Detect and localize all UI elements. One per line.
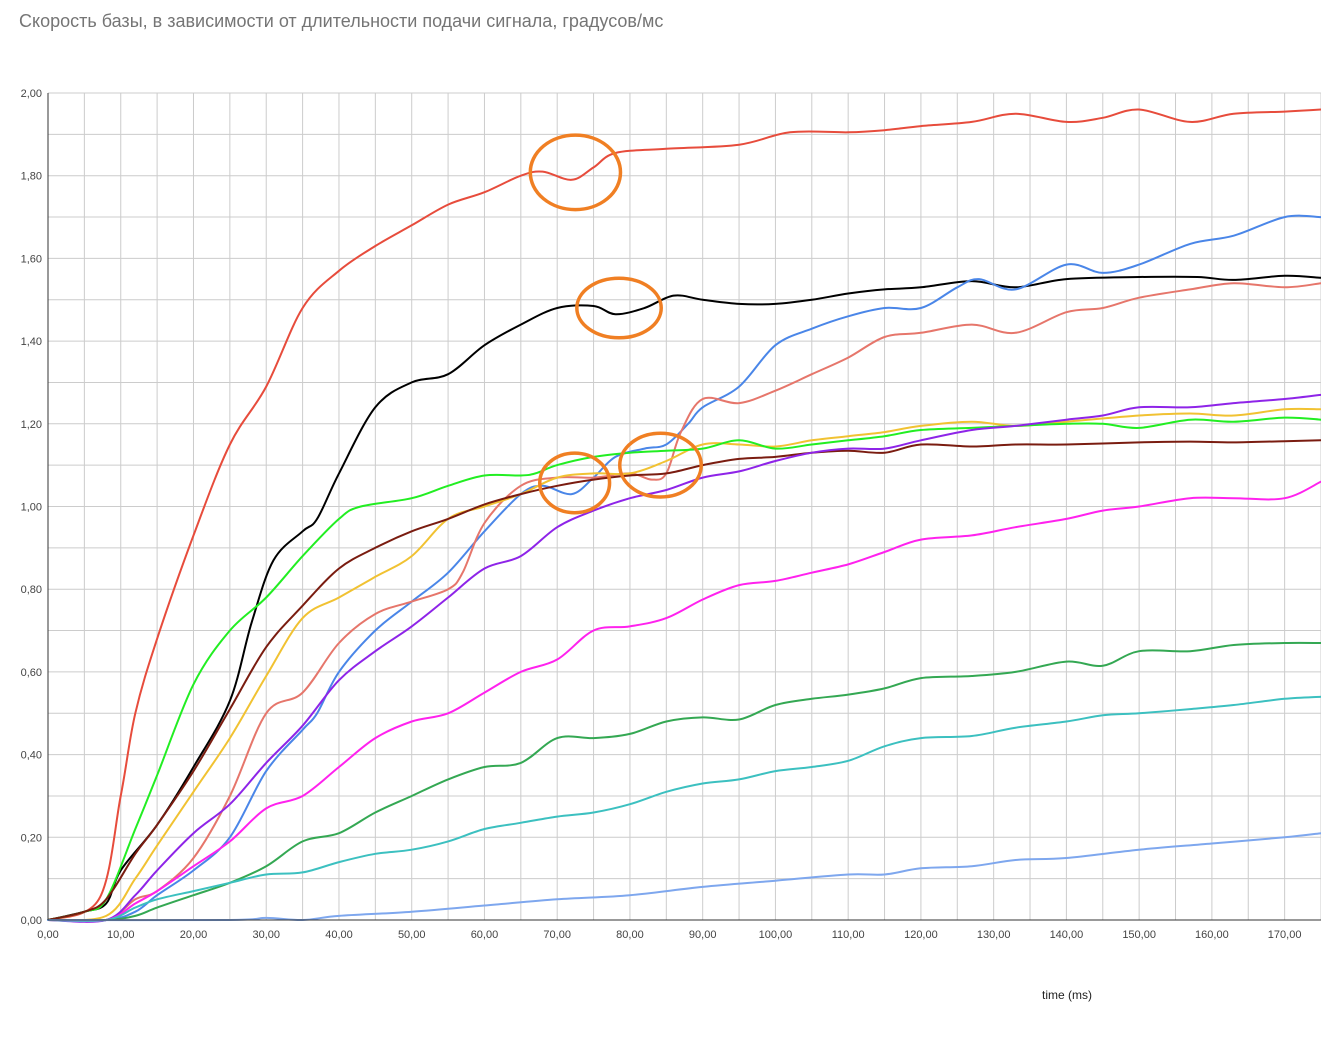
x-tick-label: 50,00 — [398, 929, 426, 941]
annotation-circle-1 — [528, 133, 623, 212]
y-tick-label: 1,20 — [21, 419, 42, 431]
x-tick-label: 120,00 — [904, 929, 938, 941]
x-axis-label: time (ms) — [1042, 988, 1092, 1002]
x-tick-label: 170,00 — [1268, 929, 1302, 941]
series-line-8 — [47, 393, 1321, 923]
y-tick-label: 1,00 — [21, 502, 42, 514]
y-tick-label: 1,40 — [21, 336, 42, 348]
series-line-1 — [47, 108, 1321, 921]
series-line-2 — [47, 274, 1321, 921]
x-tick-labels: 0,00 10,00 20,00 30,00 40,00 50,00 60,00 70,00 8… — [37, 929, 1301, 941]
series-line-9 — [47, 480, 1321, 923]
x-tick-label: 150,00 — [1122, 929, 1156, 941]
y-tick-label: 1,60 — [21, 253, 42, 265]
gridlines — [48, 92, 1321, 920]
y-tick-label: 0,60 — [21, 667, 42, 679]
x-tick-label: 80,00 — [616, 929, 644, 941]
x-tick-label: 130,00 — [977, 929, 1011, 941]
series-line-4 — [47, 282, 1321, 923]
series-line-10 — [47, 641, 1321, 922]
x-tick-label: 30,00 — [252, 929, 280, 941]
series-lines — [47, 108, 1321, 923]
annotation-circle-2 — [575, 276, 663, 340]
series-line-11 — [47, 695, 1321, 922]
series-line-3 — [47, 214, 1321, 922]
y-tick-label: 0,40 — [21, 750, 42, 762]
x-tick-label: 90,00 — [689, 929, 717, 941]
series-line-5 — [47, 407, 1321, 922]
chart-title: Скорость базы, в зависимости от длительн… — [19, 11, 664, 31]
axes — [47, 93, 1321, 921]
series-line-12 — [47, 832, 1321, 922]
series-line-7 — [47, 439, 1321, 921]
y-tick-label: 0,80 — [21, 584, 42, 596]
x-tick-label: 100,00 — [759, 929, 793, 941]
x-tick-label: 110,00 — [832, 929, 865, 941]
y-tick-labels: 0,00 0,20 0,40 0,60 0,80 1,00 1,20 1,40 1,60 1,80… — [21, 88, 42, 927]
x-tick-label: 20,00 — [180, 929, 208, 941]
y-tick-label: 0,00 — [21, 915, 42, 927]
x-tick-label: 0,00 — [37, 929, 58, 941]
y-tick-label: 1,80 — [21, 171, 42, 183]
series-line-6 — [47, 416, 1321, 921]
y-tick-label: 2,00 — [21, 88, 42, 100]
y-tick-label: 0,20 — [21, 832, 42, 844]
x-tick-label: 160,00 — [1195, 929, 1229, 941]
x-tick-label: 40,00 — [325, 929, 353, 941]
x-tick-label: 70,00 — [543, 929, 571, 941]
x-tick-label: 60,00 — [471, 929, 499, 941]
x-tick-label: 140,00 — [1050, 929, 1084, 941]
x-tick-label: 10,00 — [107, 929, 135, 941]
annotation-circles — [528, 133, 703, 515]
annotation-circle-4 — [618, 431, 703, 499]
annotation-circle-3 — [537, 451, 612, 515]
